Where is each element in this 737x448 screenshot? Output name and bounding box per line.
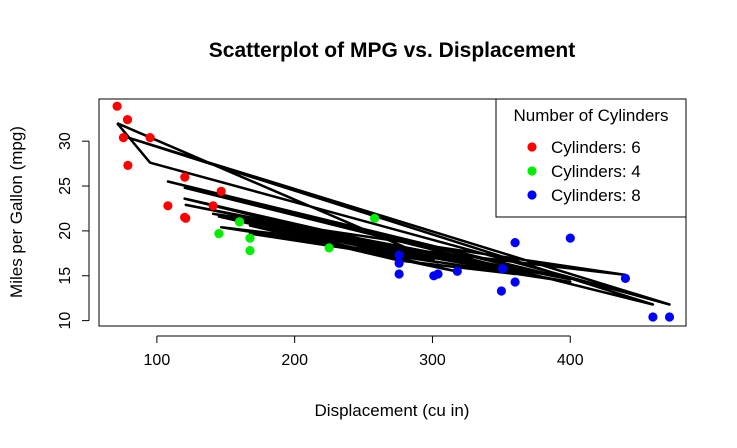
data-point-series-0: [163, 201, 173, 211]
y-axis: 10 15 20 25 30: [57, 132, 90, 330]
data-point-series-2: [510, 277, 520, 287]
fit-line: [116, 122, 671, 306]
y-tick-label: 30: [57, 132, 74, 150]
legend: Number of Cylinders Cylinders: 6 Cylinder…: [495, 98, 687, 218]
legend-entry-label: Cylinders: 4: [551, 162, 641, 181]
data-point-series-2: [664, 312, 675, 322]
data-point-series-2: [394, 250, 404, 260]
y-tick-label: 20: [57, 222, 74, 240]
data-points: [112, 101, 675, 322]
legend-marker: [527, 190, 537, 200]
legend-box: [495, 98, 687, 218]
x-tick-label: 200: [281, 352, 308, 369]
y-tick-label: 10: [57, 312, 74, 330]
legend-entry-label: Cylinders: 6: [551, 138, 641, 157]
data-point-series-2: [510, 238, 520, 248]
data-point-series-0: [181, 213, 191, 223]
x-tick-label: 300: [419, 352, 446, 369]
data-point-series-0: [122, 115, 133, 125]
data-point-series-1: [324, 243, 334, 253]
legend-entry-label: Cylinders: 8: [551, 186, 641, 205]
data-point-series-1: [214, 229, 224, 239]
x-axis: 100 200 300 400: [144, 335, 584, 369]
x-tick-label: 400: [557, 352, 584, 369]
data-point-series-2: [429, 271, 439, 281]
fit-line-path: [116, 122, 671, 306]
y-tick-label: 25: [57, 177, 74, 195]
x-axis-label: Displacement (cu in): [315, 401, 470, 420]
x-tick-label: 100: [144, 352, 171, 369]
data-point-series-0: [145, 133, 155, 143]
data-point-series-1: [245, 246, 255, 256]
data-point-series-0: [180, 172, 190, 182]
y-tick-label: 15: [57, 267, 74, 285]
data-point-series-2: [452, 266, 462, 276]
data-point-series-0: [216, 186, 226, 196]
data-point-series-1: [245, 233, 255, 243]
legend-marker: [527, 142, 537, 152]
data-point-series-1: [370, 213, 380, 223]
data-point-series-0: [112, 101, 122, 111]
data-point-series-2: [648, 312, 658, 322]
chart-title: Scatterplot of MPG vs. Displacement: [209, 39, 575, 62]
data-point-series-0: [208, 201, 218, 211]
data-point-series-1: [234, 217, 245, 227]
data-point-series-0: [123, 160, 133, 170]
legend-marker: [527, 166, 537, 176]
legend-title: Number of Cylinders: [514, 106, 669, 125]
data-point-series-2: [620, 273, 631, 283]
data-point-series-2: [496, 286, 506, 296]
data-point-series-2: [565, 233, 575, 243]
y-axis-label: Miles per Gallon (mpg): [7, 126, 26, 298]
data-point-series-2: [394, 269, 404, 279]
data-point-series-2: [498, 264, 508, 274]
data-point-series-0: [118, 133, 128, 143]
data-point-series-2: [394, 258, 404, 268]
